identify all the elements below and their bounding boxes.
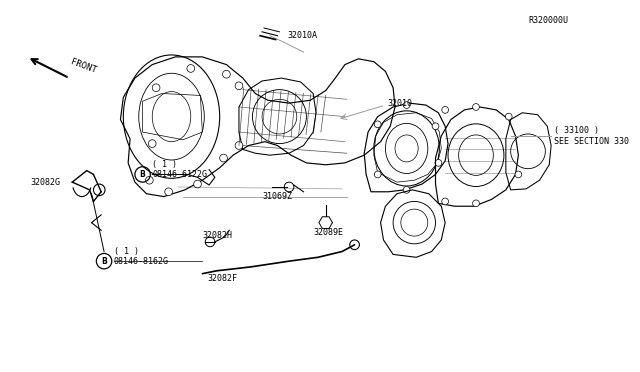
- Circle shape: [472, 200, 479, 207]
- Text: 32089E: 32089E: [313, 228, 343, 237]
- Circle shape: [403, 102, 410, 108]
- Text: B: B: [101, 257, 107, 266]
- Text: FRONT: FRONT: [69, 58, 98, 76]
- Text: 32082F: 32082F: [207, 274, 237, 283]
- Circle shape: [220, 154, 227, 162]
- Circle shape: [235, 82, 243, 90]
- Text: B: B: [140, 170, 145, 179]
- Circle shape: [515, 171, 522, 178]
- Text: SEE SECTION 330: SEE SECTION 330: [554, 137, 629, 146]
- Circle shape: [442, 198, 449, 205]
- Circle shape: [432, 123, 439, 129]
- Text: 32010: 32010: [387, 99, 412, 108]
- Text: ( 1 ): ( 1 ): [114, 247, 139, 256]
- Circle shape: [374, 121, 381, 128]
- Circle shape: [374, 171, 381, 178]
- Text: 32082H: 32082H: [202, 231, 232, 240]
- Text: 08146-8162G: 08146-8162G: [114, 257, 169, 266]
- Text: 32010A: 32010A: [287, 31, 317, 40]
- Circle shape: [442, 106, 449, 113]
- Circle shape: [403, 186, 410, 193]
- Circle shape: [145, 176, 153, 184]
- Text: 31069Z: 31069Z: [262, 192, 292, 201]
- Circle shape: [194, 180, 202, 188]
- Circle shape: [235, 142, 243, 150]
- Circle shape: [148, 140, 156, 147]
- Circle shape: [152, 84, 160, 92]
- Circle shape: [187, 65, 195, 72]
- Circle shape: [223, 70, 230, 78]
- Text: 32082G: 32082G: [31, 178, 61, 187]
- Circle shape: [472, 104, 479, 110]
- Text: ( 33100 ): ( 33100 ): [554, 126, 599, 135]
- Circle shape: [506, 113, 512, 120]
- Text: R320000U: R320000U: [528, 16, 568, 25]
- Text: ( 1 ): ( 1 ): [152, 160, 177, 169]
- Text: 08146-6122G: 08146-6122G: [152, 170, 207, 179]
- Circle shape: [164, 188, 172, 196]
- Circle shape: [435, 160, 442, 166]
